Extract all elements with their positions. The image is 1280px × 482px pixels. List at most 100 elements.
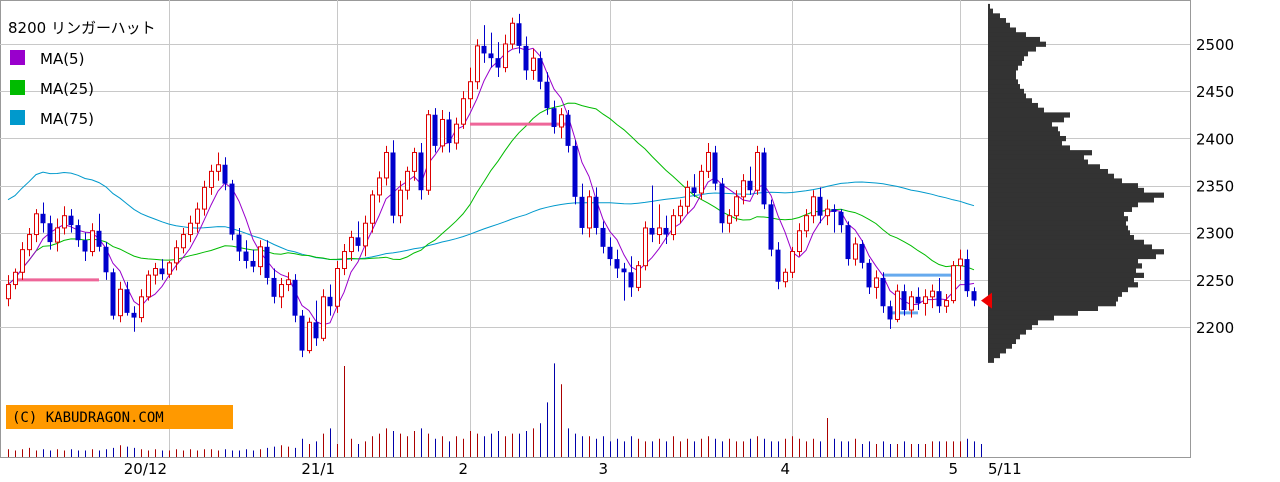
x-tick-label: 4 xyxy=(780,460,790,478)
candle-body-down xyxy=(40,213,46,224)
candle-body-up xyxy=(342,251,347,270)
candle-body-down xyxy=(838,211,844,226)
profile-bar xyxy=(988,343,1012,349)
profile-bar xyxy=(988,41,1046,47)
copyright-text: (C) KABUDRAGON.COM xyxy=(12,410,164,426)
candle-body-up xyxy=(909,296,914,311)
candle-body-down xyxy=(831,209,837,212)
candle-body-up xyxy=(440,118,445,147)
candle-body-up xyxy=(811,196,816,217)
candle-body-up xyxy=(699,170,704,194)
candle-body-up xyxy=(958,258,963,267)
plot-frame xyxy=(0,0,1191,458)
candle-body-down xyxy=(236,234,242,252)
candle-body-down xyxy=(971,291,977,301)
profile-bar xyxy=(988,79,1018,85)
candle-body-down xyxy=(579,196,585,228)
profile-bar xyxy=(988,131,1060,137)
candle-body-down xyxy=(761,152,767,205)
profile-bar xyxy=(988,18,1006,24)
profile-bar xyxy=(988,296,1118,302)
profile-bar xyxy=(988,253,1156,260)
profile-bar xyxy=(988,121,1052,128)
y-axis: 2500 2450 2400 2350 2300 2250 2200 xyxy=(1196,36,1234,337)
candle-body-up xyxy=(531,57,536,71)
profile-bar xyxy=(988,220,1126,227)
y-tick-label: 2250 xyxy=(1196,272,1234,290)
candle-body-up xyxy=(783,271,788,283)
profile-bar xyxy=(988,324,1032,330)
candle-body-down xyxy=(663,227,669,235)
x-tick-label: 2 xyxy=(458,460,468,478)
candle-body-up xyxy=(286,279,291,286)
candle-body-down xyxy=(775,249,781,282)
candle-body-down xyxy=(271,277,277,297)
profile-bar xyxy=(988,36,1040,43)
profile-bar xyxy=(988,178,1122,184)
profile-bar xyxy=(988,291,1122,297)
candle-body-down xyxy=(243,251,249,261)
candle-body-up xyxy=(398,189,403,217)
candle-body-up xyxy=(153,268,158,276)
candle-body-up xyxy=(349,236,354,253)
candle-body-down xyxy=(866,262,872,288)
profile-bar xyxy=(988,74,1016,80)
legend-label: MA(5) xyxy=(40,50,84,68)
profile-bar xyxy=(988,22,1010,28)
candle-body-down xyxy=(222,164,228,184)
candle-body-down xyxy=(880,277,886,307)
profile-bar xyxy=(988,263,1142,269)
price-profile xyxy=(988,3,1164,363)
legend-swatch xyxy=(10,110,25,125)
candle-body-down xyxy=(845,225,851,260)
profile-bar xyxy=(988,202,1138,208)
profile-bar xyxy=(988,159,1088,165)
profile-bar xyxy=(988,65,1018,71)
candle-body-down xyxy=(936,291,942,307)
candle-body-down xyxy=(565,114,571,146)
profile-bar xyxy=(988,69,1016,76)
x-axis: 20/12 21/1 2 3 4 5 xyxy=(124,460,958,478)
candle-body-down xyxy=(96,230,102,247)
candle-body-up xyxy=(657,227,662,236)
candle-body-up xyxy=(475,45,480,83)
profile-bar xyxy=(988,135,1066,142)
candle-body-down xyxy=(131,312,137,318)
candle-body-up xyxy=(335,268,340,307)
profile-bar xyxy=(988,216,1128,222)
x-tick-label: 20/12 xyxy=(124,460,167,478)
candle-body-up xyxy=(895,290,900,320)
candle-body-down xyxy=(390,152,396,216)
candle-body-up xyxy=(853,243,858,260)
candle-body-down xyxy=(572,145,578,197)
candle-body-down xyxy=(488,53,494,59)
candle-body-down xyxy=(768,204,774,250)
candle-body-down xyxy=(607,246,613,260)
candle-body-down xyxy=(418,152,424,191)
candle-body-up xyxy=(923,296,928,304)
profile-bar xyxy=(988,286,1128,293)
profile-bar xyxy=(988,239,1144,245)
profile-bar xyxy=(988,310,1078,316)
ma75-line xyxy=(7,171,975,261)
last-date-label: 5/11 xyxy=(988,460,1022,478)
copyright-background xyxy=(6,405,233,429)
profile-bar xyxy=(988,258,1138,264)
candle-body-down xyxy=(327,296,333,307)
candle-body-down xyxy=(551,108,557,128)
profile-bar xyxy=(988,230,1130,236)
candle-body-down xyxy=(915,296,921,304)
candle-body-up xyxy=(804,215,809,232)
candle-body-up xyxy=(741,180,746,198)
candle-body-up xyxy=(734,196,739,217)
candle-body-up xyxy=(930,290,935,298)
candle-body-down xyxy=(593,196,599,228)
candle-body-up xyxy=(412,151,417,172)
candle-body-down xyxy=(901,291,907,311)
legend-swatch xyxy=(10,80,25,95)
profile-bar xyxy=(988,154,1084,161)
legend-swatch xyxy=(10,50,25,65)
current-price-marker xyxy=(981,292,992,309)
candle-body-up xyxy=(797,230,802,253)
copyright-badge: (C) KABUDRAGON.COM xyxy=(6,405,233,429)
